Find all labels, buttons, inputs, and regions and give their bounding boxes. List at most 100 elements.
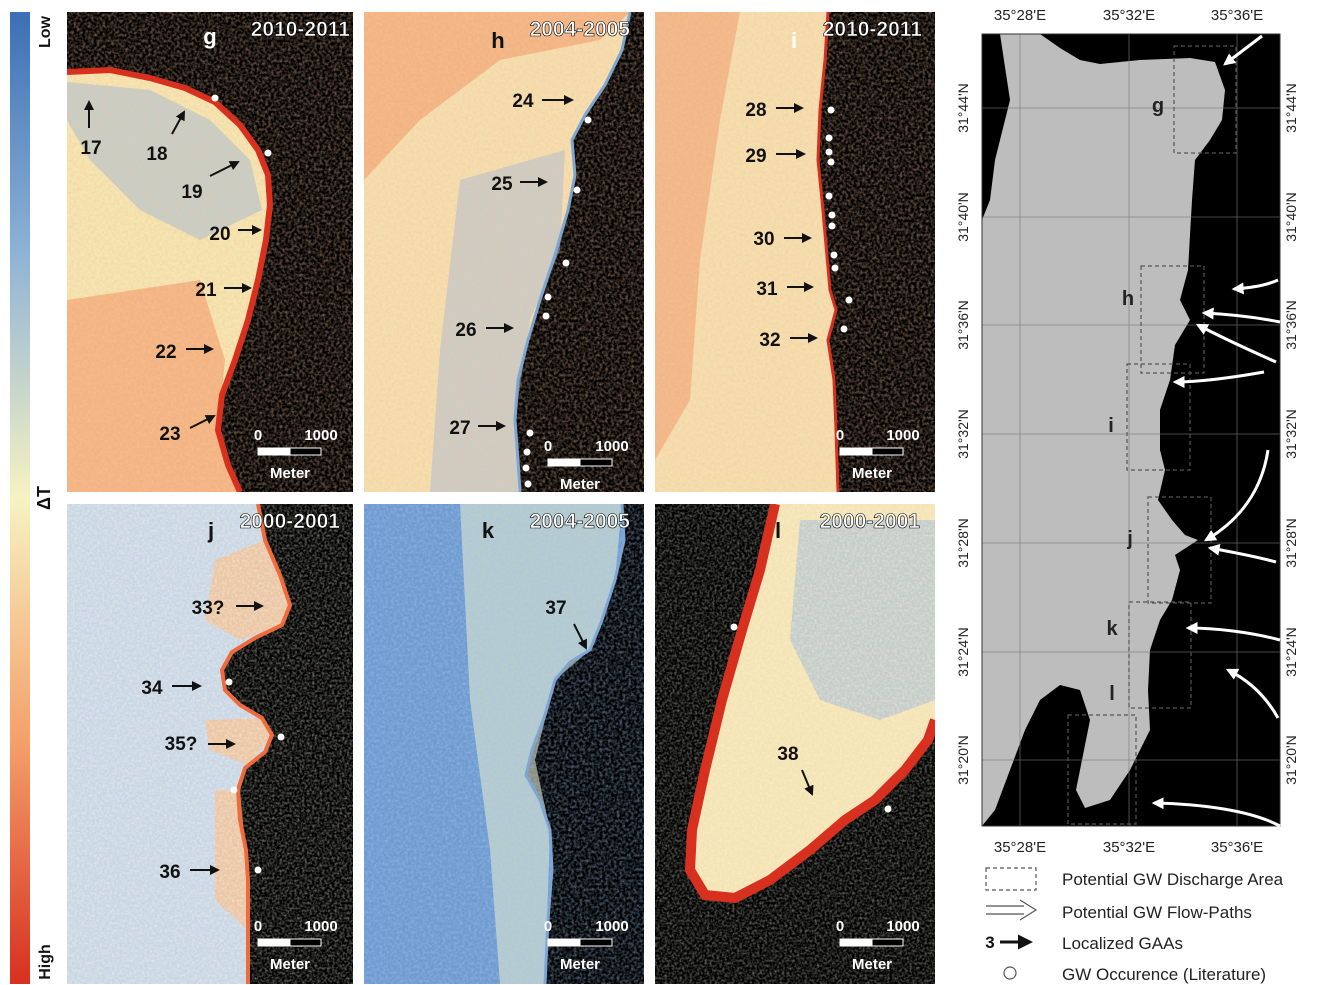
overview-area-label-l: l [1109,683,1115,705]
lon-tick-top-3: 35°36'E [1211,7,1263,24]
discharge-area-i [1126,363,1191,471]
colorbar-high-label: High [37,944,54,980]
panel-i-period: 2010-2011 [823,18,923,41]
panel-i-gw-point [825,134,833,142]
lat-tick-right: 31°32'N [1283,409,1299,459]
flow-path [1207,543,1277,564]
panel-l-period: 2000-2001 [820,510,921,533]
legend-gaas-number: 3 [985,933,994,952]
panel-l-letter: l [775,518,781,543]
panel-i-gw-point [825,192,833,200]
panel-l-arrow-38 [801,769,814,796]
panel-l-scale-start: 0 [836,918,844,935]
panel-k-texture [364,504,644,984]
panel-g-label-19: 19 [181,182,202,203]
panel-k-scalebar: 0 1000 Meter [544,918,629,973]
panel-k-scale-unit: Meter [560,956,600,973]
panel-l-annotations: l 2000-2001 38 0 1000 Meter [730,510,921,973]
lat-ticks-left: 31°44'N 31°40'N 31°36'N 31°32'N 31°28'N … [955,83,971,785]
panel-h-gw-point [526,429,534,437]
panel-g-arrow-23 [189,415,216,429]
legend-flow-path-label: Potential GW Flow-Paths [1062,903,1252,922]
panel-l-scale-unit: Meter [852,956,892,973]
lat-tick-right: 31°24'N [1283,627,1299,677]
legend-flow-path-swatch [986,899,1038,921]
overview-map-land [982,34,1225,826]
lon-tick-bottom-3: 35°36'E [1211,839,1263,856]
panel-g-annotations: g 2010-2011 17 18 19 20 21 22 23 0 1000 … [80,18,350,482]
lat-tick-left: 31°40'N [955,192,971,242]
panel-g-scale-unit: Meter [270,465,310,482]
flow-path [1151,797,1281,828]
lat-tick-left: 31°20'N [955,735,971,785]
overview-area-label-i: i [1108,415,1114,437]
panel-j-label-34: 34 [141,678,163,699]
flow-path [1223,34,1263,66]
overview-map-gridlines [982,34,1280,826]
panel-i-scale-unit: Meter [852,465,892,482]
discharge-area-k [1128,601,1192,709]
panel-k-letter: k [482,518,495,543]
panel-j-gw-point [277,733,285,741]
panel-j-gw-point [225,678,233,686]
panel-i-annotations: i 2010-2011 28 29 30 31 32 0 1000 Meter [745,18,922,482]
panel-h-gw-point [542,312,550,320]
legend-gaas-label: Localized GAAs [1062,934,1183,953]
discharge-area-h [1140,265,1205,374]
panel-l-gw-point [730,623,738,631]
lat-tick-left: 31°44'N [955,83,971,133]
panel-j-letter: j [207,518,214,543]
panel-g [67,12,353,492]
panel-i-label-28: 28 [745,100,766,121]
panel-g-label-20: 20 [209,224,230,245]
panel-g-arrow-19 [209,161,240,177]
panel-i-label-32: 32 [759,330,780,351]
panel-h-scalebar: 0 1000 Meter [544,438,629,493]
legend-discharge-area-swatch [985,867,1037,891]
lat-tick-left: 31°32'N [955,409,971,459]
panel-i-gw-point [831,264,839,272]
panel-k-scale-start: 0 [544,918,552,935]
panel-g-label-18: 18 [146,144,167,165]
panel-l-scale-end: 1000 [886,918,919,935]
colorbar-gradient [10,12,30,984]
legend-occurrence-label: GW Occurence (Literature) [1062,965,1266,984]
overview-area-label-j: j [1126,528,1133,550]
panel-g-coast [67,66,274,492]
lat-tick-right: 31°28'N [1283,518,1299,568]
panel-j-label-35: 35? [165,734,198,755]
colorbar-symbol: ΔT [34,486,54,510]
panel-j-scale-start: 0 [254,918,262,935]
panel-g-gw-point [264,149,272,157]
panel-j-scalebar: 0 1000 Meter [254,918,338,973]
panel-k [364,504,644,984]
panel-i-texture [655,12,935,492]
panel-j-scale-unit: Meter [270,956,310,973]
panel-j-gw-point [254,866,262,874]
panel-j-label-33: 33? [192,598,225,619]
panel-h-letter: h [491,28,504,53]
lat-tick-left: 31°24'N [955,627,971,677]
panel-i-gw-point [827,106,835,114]
panel-i-label-29: 29 [745,146,766,167]
flow-path [1225,668,1280,719]
panel-j-gw-point [230,786,238,794]
panel-i-coast [816,12,840,492]
panel-j-annotations: j 2000-2001 33? 34 35? 36 0 1000 Meter [141,510,340,973]
panel-g-arrow-18 [171,110,185,135]
panel-i-gw-point [827,158,835,166]
panel-l [655,504,935,984]
panel-i [655,12,935,492]
panel-i-label-31: 31 [756,279,778,300]
legend: Potential GW Discharge Area Potential GW… [985,867,1284,984]
lat-tick-right: 31°20'N [1283,735,1299,785]
legend-discharge-area-label: Potential GW Discharge Area [1062,870,1284,889]
lat-tick-right: 31°40'N [1283,192,1299,242]
panel-g-label-21: 21 [195,280,217,301]
panel-l-scalebar: 0 1000 Meter [836,918,920,973]
flow-path [1195,323,1277,364]
colorbar-low-label: Low [37,15,54,48]
panel-h-period: 2004-2005 [530,18,631,41]
panel-i-scale-end: 1000 [886,427,919,444]
overview-area-label-k: k [1106,618,1118,640]
